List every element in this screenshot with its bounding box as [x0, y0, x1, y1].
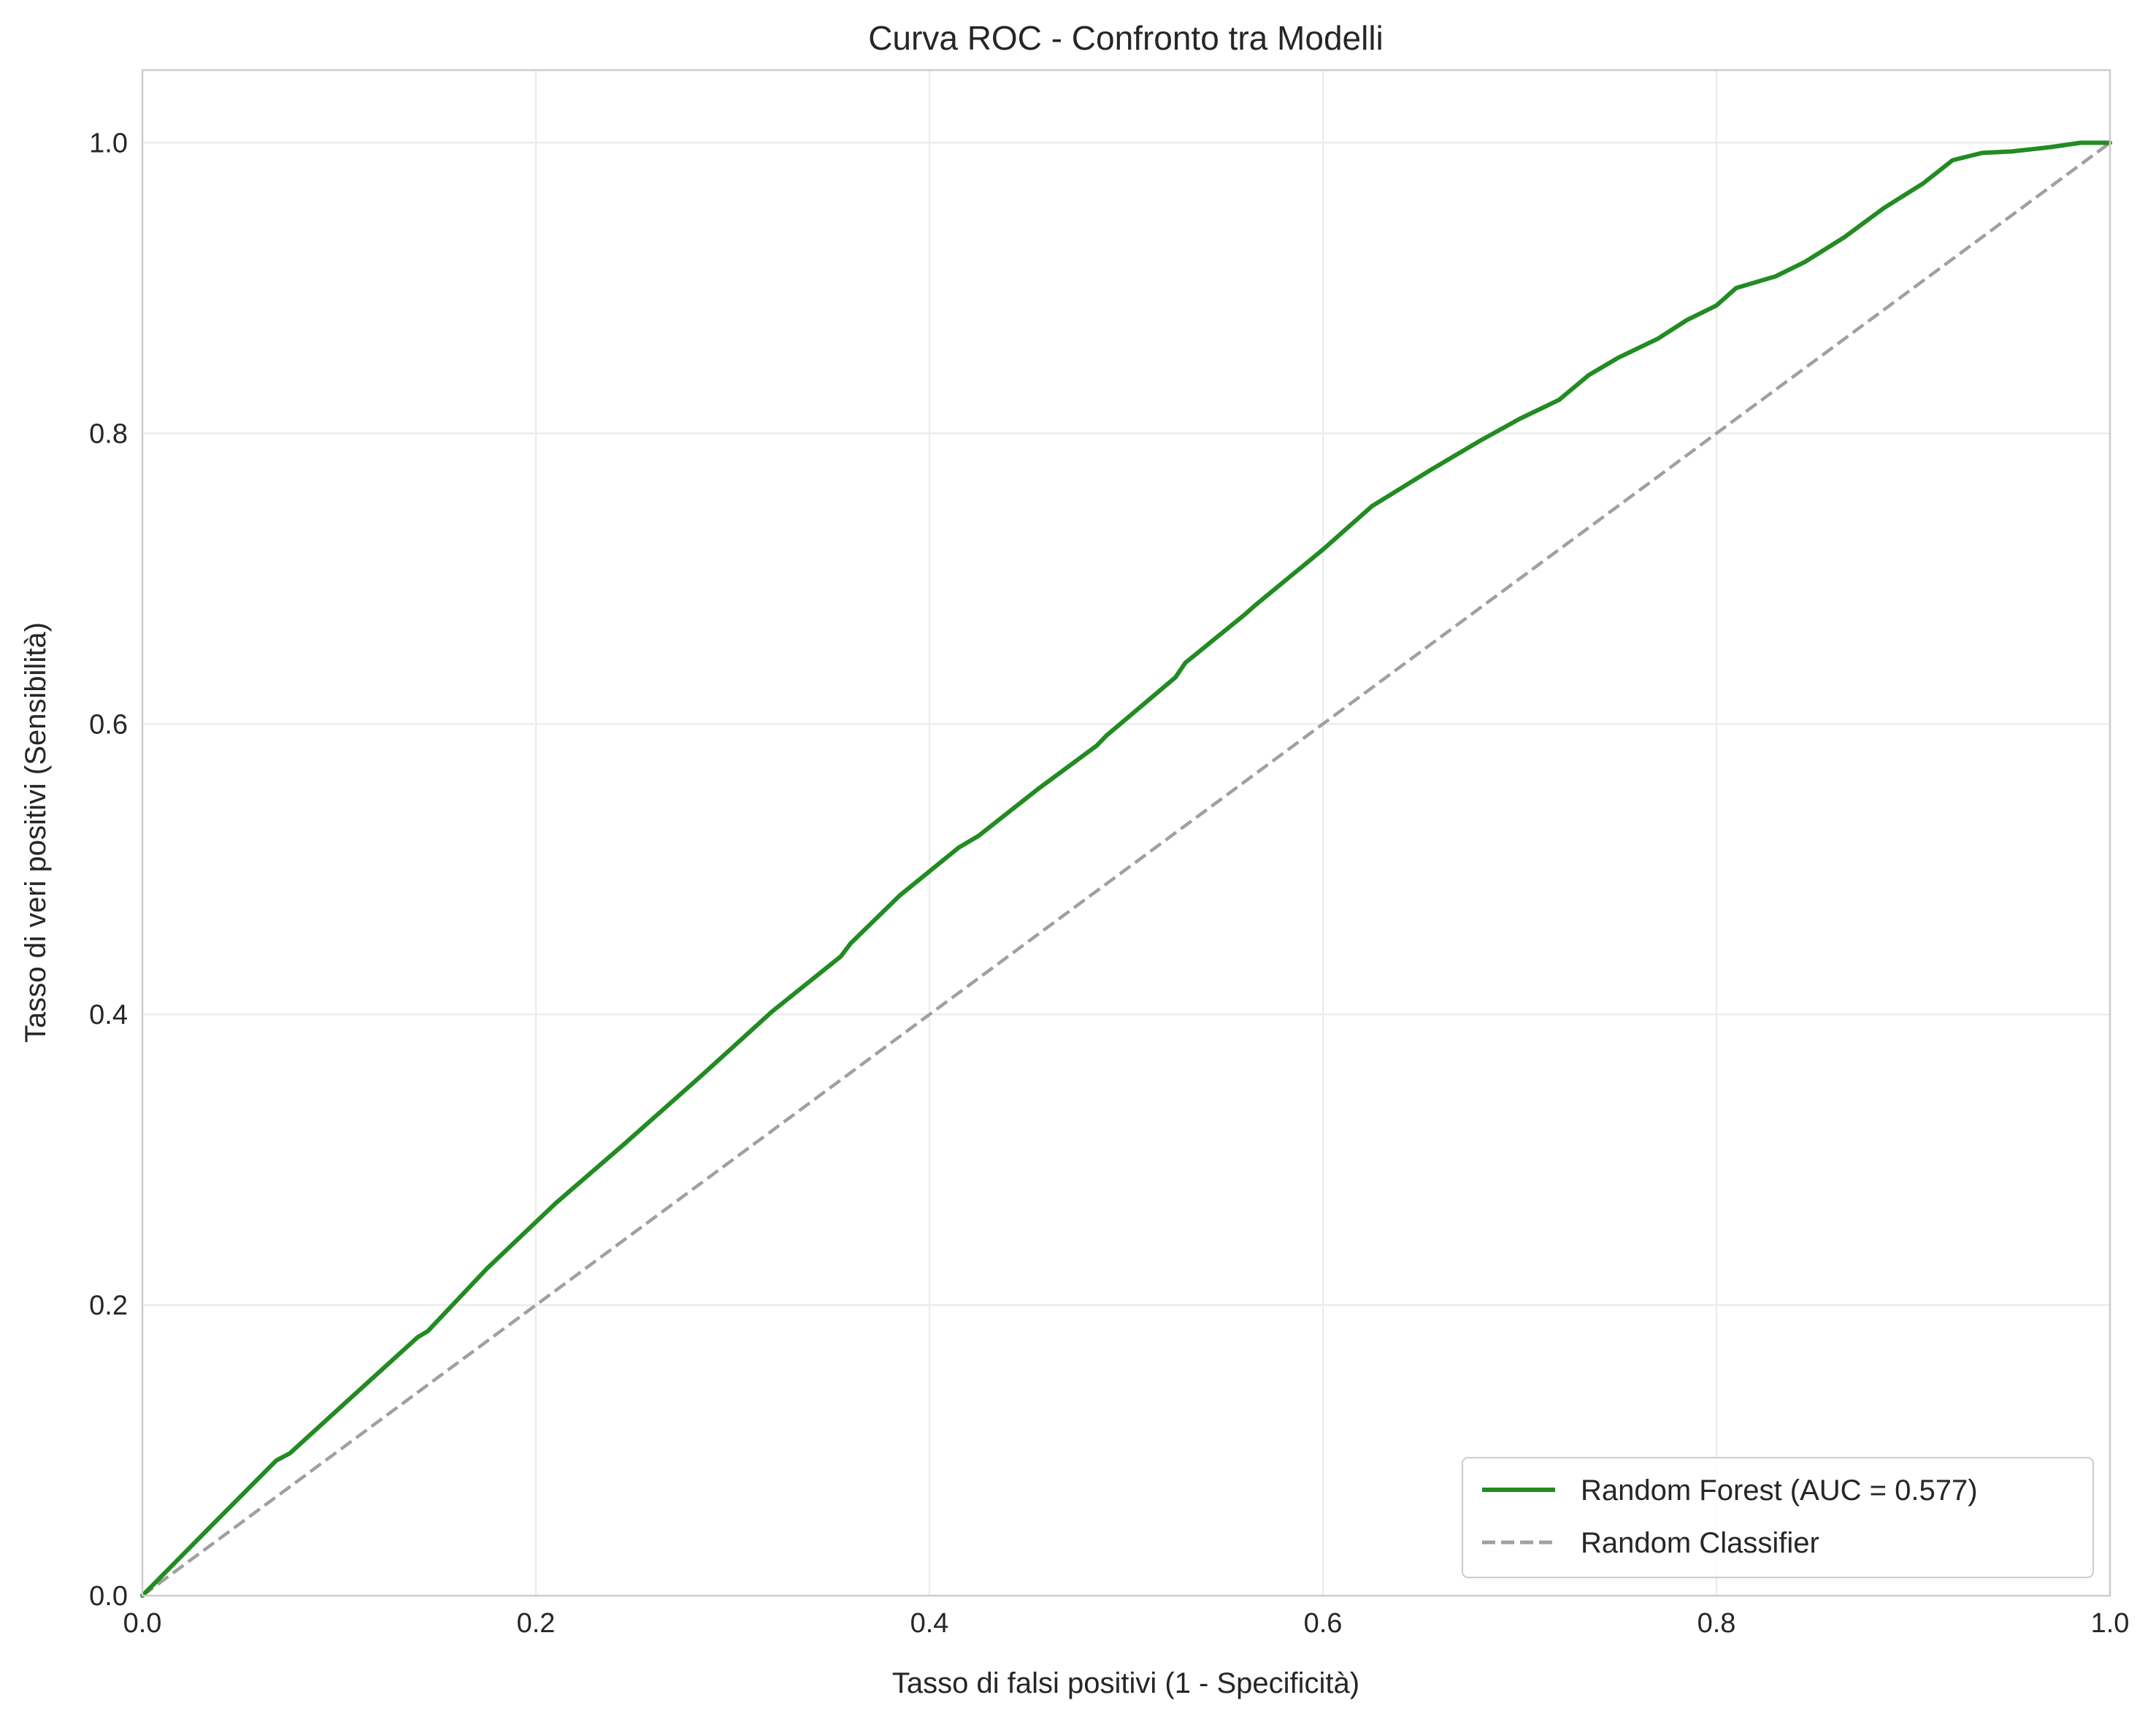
tick-labels: 0.0 0.2 0.4 0.6 0.8 1.0 0.0 0.2 0.4 0.6 0.8 1.0 [89, 128, 2129, 1639]
y-tick-label: 0.2 [89, 1290, 128, 1321]
legend-label-random-forest: Random Forest (AUC = 0.577) [1581, 1474, 1978, 1507]
y-tick-label: 0.8 [89, 418, 128, 449]
plot-frame [141, 69, 2111, 1597]
legend: Random Forest (AUC = 0.577) Random Class… [1462, 1457, 2094, 1578]
y-axis-label: Tasso di veri positivi (Sensibilità) [20, 622, 52, 1043]
chart-title: Curva ROC - Confronto tra Modelli [868, 19, 1384, 57]
x-tick-label: 1.0 [2091, 1608, 2130, 1639]
roc-curve-random-forest [140, 140, 2112, 1598]
y-tick-label: 0.0 [89, 1581, 128, 1612]
legend-box [1462, 1457, 2094, 1578]
plot-lines [140, 140, 2112, 1598]
x-tick-label: 0.0 [123, 1608, 162, 1639]
legend-label-random-classifier: Random Classifier [1581, 1527, 1819, 1559]
diagonal-random-classifier [141, 141, 2111, 1597]
x-tick-label: 0.4 [910, 1608, 949, 1639]
x-tick-label: 0.8 [1697, 1608, 1736, 1639]
x-tick-label: 0.6 [1304, 1608, 1343, 1639]
y-tick-label: 1.0 [89, 128, 128, 158]
plot-background [142, 70, 2110, 1596]
y-tick-label: 0.6 [89, 709, 128, 740]
x-axis-label: Tasso di falsi positivi (1 - Specificità… [892, 1667, 1359, 1699]
y-tick-label: 0.4 [89, 1000, 128, 1030]
x-tick-label: 0.2 [517, 1608, 556, 1639]
